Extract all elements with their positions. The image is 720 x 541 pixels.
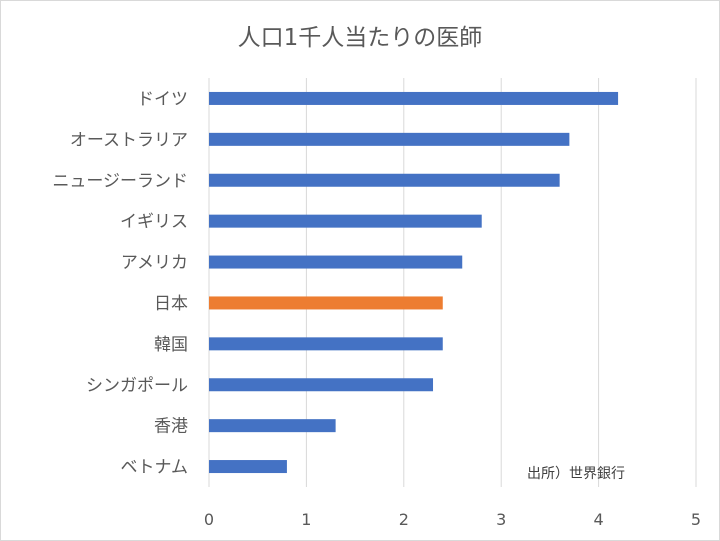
category-label: イギリス: [120, 212, 188, 232]
bar: [209, 296, 443, 310]
bar: [209, 255, 463, 269]
category-label: ドイツ: [137, 89, 188, 109]
bar: [209, 173, 560, 187]
category-label: オーストラリア: [70, 130, 188, 150]
bar: [209, 460, 287, 474]
x-tick-label: 0: [204, 510, 214, 529]
bar: [209, 214, 482, 228]
bars: [209, 91, 619, 474]
x-tick-label: 2: [399, 510, 409, 529]
bar: [209, 132, 570, 146]
x-tick-labels: 0 1 2 3 4 5: [204, 510, 701, 529]
category-label: 韓国: [154, 335, 188, 355]
bar: [209, 337, 443, 351]
category-label: 日本: [154, 294, 188, 314]
bar: [209, 419, 336, 433]
x-tick-label: 5: [691, 510, 701, 529]
gridlines: [208, 78, 697, 487]
x-tick-label: 1: [301, 510, 311, 529]
x-tick-label: 3: [496, 510, 506, 529]
chart-title: 人口1千人当たりの医師: [238, 25, 483, 51]
source-note: 出所）世界銀行: [527, 466, 625, 482]
bar: [209, 91, 619, 105]
category-label: ベトナム: [121, 458, 189, 478]
category-label: ニュージーランド: [52, 171, 188, 191]
category-label: 香港: [154, 417, 188, 437]
category-label: アメリカ: [121, 253, 188, 273]
x-tick-label: 4: [594, 510, 604, 529]
bar: [209, 378, 434, 392]
category-label: シンガポール: [86, 376, 188, 396]
category-labels: ドイツオーストラリアニュージーランドイギリスアメリカ日本韓国シンガポール香港ベト…: [52, 89, 188, 477]
